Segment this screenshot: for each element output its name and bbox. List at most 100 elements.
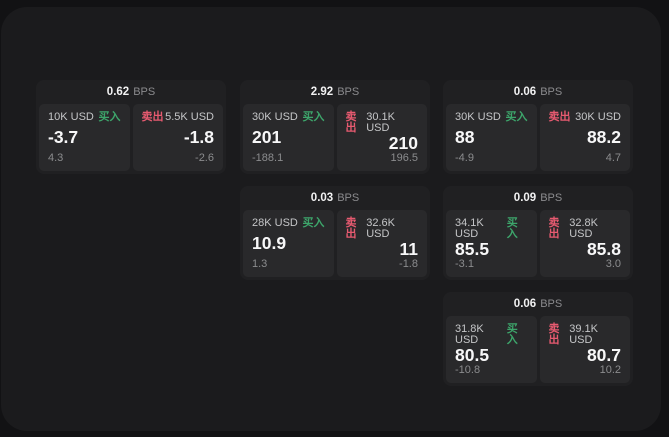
sell-price: -1.8 [183, 127, 214, 148]
app-window: 0.62 BPS 10K USD 买入 -3.7 4.3 卖出 5.5K USD… [1, 7, 661, 431]
sell-panel[interactable]: 卖出 30K USD 88.2 4.7 [539, 104, 630, 171]
buy-panel-top: 30K USD 买入 [252, 112, 325, 123]
sell-delta: 196.5 [390, 152, 418, 164]
buy-amount: 30K USD [455, 111, 501, 123]
sell-panel[interactable]: 卖出 32.8K USD 85.8 3.0 [539, 210, 630, 277]
buy-panel-top: 30K USD 买入 [455, 112, 528, 123]
buy-delta: -3.1 [455, 258, 474, 270]
sell-tag: 卖出 [345, 111, 357, 134]
sell-panel[interactable]: 卖出 39.1K USD 80.7 10.2 [539, 316, 630, 383]
sell-price: 210 [388, 132, 418, 153]
buy-tag: 买入 [506, 323, 518, 346]
buy-price: 201 [252, 127, 282, 148]
card-header: 0.62 BPS [36, 80, 226, 104]
sell-delta: -2.6 [195, 152, 214, 164]
buy-tag: 买入 [506, 217, 518, 240]
buy-amount: 30K USD [252, 111, 298, 123]
sell-delta: 3.0 [605, 258, 621, 270]
sell-panel-top: 卖出 30.1K USD [346, 112, 419, 134]
sell-delta: 10.2 [599, 364, 621, 376]
sell-panel-top: 卖出 5.5K USD [142, 112, 215, 123]
buy-amount: 34.1K USD [455, 217, 484, 240]
buy-tag: 买入 [98, 111, 121, 123]
buy-panel[interactable]: 28K USD 买入 10.9 1.3 [243, 210, 334, 277]
buy-price: -3.7 [48, 127, 79, 148]
buy-amount: 31.8K USD [455, 323, 484, 346]
bps-unit-label: BPS [540, 86, 563, 98]
bps-value: 0.06 [513, 86, 537, 98]
sell-tag: 卖出 [548, 111, 571, 123]
buy-tag: 买入 [302, 111, 325, 123]
buy-panel[interactable]: 31.8K USD 买入 80.5 -10.8 [446, 316, 537, 383]
sell-amount: 32.6K USD [366, 217, 395, 240]
sell-panel[interactable]: 卖出 30.1K USD 210 196.5 [336, 104, 427, 171]
bps-unit-label: BPS [540, 192, 563, 204]
sell-tag: 卖出 [548, 217, 560, 240]
sell-delta: 4.7 [605, 152, 621, 164]
bps-value: 2.92 [310, 86, 334, 98]
sell-amount: 30.1K USD [366, 111, 395, 134]
sell-amount: 32.8K USD [569, 217, 598, 240]
sell-panel-top: 卖出 39.1K USD [549, 324, 622, 346]
buy-panel[interactable]: 30K USD 买入 88 -4.9 [446, 104, 537, 171]
buy-sell-panels: 10K USD 买入 -3.7 4.3 卖出 5.5K USD -1.8 -2.… [39, 104, 223, 171]
bps-value: 0.06 [513, 298, 537, 310]
sell-panel-top: 卖出 32.6K USD [346, 218, 419, 240]
buy-delta: -188.1 [252, 152, 284, 164]
bps-unit-label: BPS [337, 86, 360, 98]
buy-sell-panels: 31.8K USD 买入 80.5 -10.8 卖出 39.1K USD 80.… [446, 316, 630, 383]
buy-panel[interactable]: 34.1K USD 买入 85.5 -3.1 [446, 210, 537, 277]
buy-sell-panels: 34.1K USD 买入 85.5 -3.1 卖出 32.8K USD 85.8… [446, 210, 630, 277]
bps-unit-label: BPS [337, 192, 360, 204]
buy-price: 10.9 [252, 233, 287, 254]
bps-unit-label: BPS [133, 86, 156, 98]
buy-price: 88 [455, 127, 475, 148]
quote-card: 0.06 BPS 30K USD 买入 88 -4.9 卖出 30K USD 8… [443, 80, 633, 174]
sell-delta: -1.8 [399, 258, 418, 270]
buy-panel[interactable]: 10K USD 买入 -3.7 4.3 [39, 104, 130, 171]
buy-sell-panels: 30K USD 买入 201 -188.1 卖出 30.1K USD 210 1… [243, 104, 427, 171]
buy-amount: 28K USD [252, 217, 298, 229]
buy-delta: 4.3 [48, 152, 64, 164]
buy-sell-panels: 28K USD 买入 10.9 1.3 卖出 32.6K USD 11 -1.8 [243, 210, 427, 277]
buy-panel-top: 10K USD 买入 [48, 112, 121, 123]
sell-tag: 卖出 [548, 323, 560, 346]
quote-card: 2.92 BPS 30K USD 买入 201 -188.1 卖出 30.1K … [240, 80, 430, 174]
sell-tag: 卖出 [141, 111, 164, 123]
bps-value: 0.09 [513, 192, 537, 204]
sell-panel-top: 卖出 32.8K USD [549, 218, 622, 240]
card-header: 2.92 BPS [240, 80, 430, 104]
buy-panel-top: 31.8K USD 买入 [455, 324, 528, 346]
card-header: 0.06 BPS [443, 80, 633, 104]
buy-delta: -10.8 [455, 364, 481, 376]
buy-sell-panels: 30K USD 买入 88 -4.9 卖出 30K USD 88.2 4.7 [446, 104, 630, 171]
buy-panel-top: 34.1K USD 买入 [455, 218, 528, 240]
buy-amount: 10K USD [48, 111, 94, 123]
sell-tag: 卖出 [345, 217, 357, 240]
sell-amount: 30K USD [575, 111, 621, 123]
bps-value: 0.62 [106, 86, 130, 98]
buy-tag: 买入 [302, 217, 325, 229]
quote-card: 0.03 BPS 28K USD 买入 10.9 1.3 卖出 32.6K US… [240, 186, 430, 280]
quote-card: 0.06 BPS 31.8K USD 买入 80.5 -10.8 卖出 39.1… [443, 292, 633, 386]
card-header: 0.06 BPS [443, 292, 633, 316]
buy-tag: 买入 [505, 111, 528, 123]
sell-amount: 39.1K USD [569, 323, 598, 346]
bps-value: 0.03 [310, 192, 334, 204]
sell-amount: 5.5K USD [165, 111, 214, 123]
buy-delta: 1.3 [252, 258, 268, 270]
sell-price: 80.7 [586, 344, 621, 365]
quote-card: 0.62 BPS 10K USD 买入 -3.7 4.3 卖出 5.5K USD… [36, 80, 226, 174]
sell-price: 88.2 [586, 127, 621, 148]
sell-panel[interactable]: 卖出 5.5K USD -1.8 -2.6 [132, 104, 223, 171]
buy-panel[interactable]: 30K USD 买入 201 -188.1 [243, 104, 334, 171]
sell-panel-top: 卖出 30K USD [549, 112, 622, 123]
buy-delta: -4.9 [455, 152, 474, 164]
card-header: 0.09 BPS [443, 186, 633, 210]
sell-price: 85.8 [586, 238, 621, 259]
sell-panel[interactable]: 卖出 32.6K USD 11 -1.8 [336, 210, 427, 277]
quote-card: 0.09 BPS 34.1K USD 买入 85.5 -3.1 卖出 32.8K… [443, 186, 633, 280]
buy-price: 85.5 [455, 238, 490, 259]
buy-panel-top: 28K USD 买入 [252, 218, 325, 229]
cards-grid: 0.62 BPS 10K USD 买入 -3.7 4.3 卖出 5.5K USD… [1, 7, 661, 431]
